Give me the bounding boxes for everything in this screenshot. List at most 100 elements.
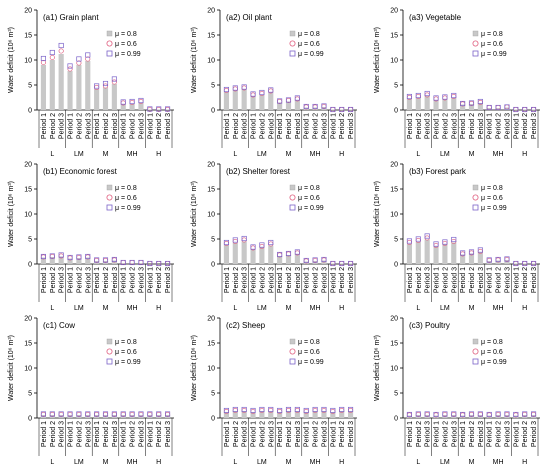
y-tick-label: 15 [207,187,215,194]
x-tick-label: Period 2 [522,113,529,139]
marker-square [277,407,283,414]
legend-swatch-bar [289,30,296,37]
y-tick-label: 10 [24,58,32,65]
legend-label: μ = 0.99 [298,359,324,366]
y-axis-label: Water deficit (10⁶ m³) [191,27,198,93]
bar [486,108,492,110]
x-tick-label: Period 3 [348,267,355,293]
marker-square [49,253,55,259]
y-tick-label: 10 [390,212,398,219]
x-tick-label: Period 3 [321,267,328,293]
group-label: LM [257,151,267,158]
x-tick-label: Period 1 [277,421,284,447]
x-tick-label: Period 3 [268,113,275,139]
legend-marker-square [472,358,479,365]
y-tick-label: 5 [394,83,398,90]
bar [58,54,64,110]
x-tick-label: Period 3 [59,113,66,139]
bar [433,246,439,264]
x-tick-label: Period 1 [460,113,467,139]
marker-square [232,237,238,243]
chart-panel-2: Water deficit (10⁶ m³) 0 5 10 15 20 (a2) Oil p… [191,8,357,158]
bar [223,245,230,264]
group-label: M [469,305,475,312]
x-tick-label: Period 3 [138,267,145,293]
group-label: H [156,459,161,466]
chart-panel-3: Water deficit (10⁶ m³) 0 5 10 15 20 (a3) Veget… [374,8,540,158]
marker-square [147,411,153,417]
legend-label: μ = 0.6 [298,41,320,48]
marker-square [513,106,519,113]
marker-square [94,411,100,417]
bar [468,104,475,110]
x-tick-label: Period 1 [68,421,75,447]
marker-circle [85,56,91,62]
marker-square [504,411,510,417]
x-tick-label: Period 1 [487,267,494,293]
group-label: H [156,151,161,158]
marker-square [330,106,336,113]
group-label: LM [440,459,450,466]
marker-square [241,84,247,90]
marker-square [522,260,528,267]
marker-square [40,411,46,417]
marker-square [348,260,354,267]
x-tick-label: Period 1 [251,267,258,293]
legend-label: μ = 0.6 [481,195,503,202]
x-tick-label: Period 3 [138,113,145,139]
marker-square [232,85,238,91]
group-label: LM [74,151,84,158]
x-tick-label: Period 2 [522,267,529,293]
marker-square [460,100,466,107]
marker-square [406,93,412,100]
group-label: L [50,305,54,312]
marker-square [321,103,327,109]
x-tick-label: Period 1 [434,421,441,447]
y-tick-label: 0 [211,108,215,115]
x-tick-label: Period 3 [504,113,511,139]
bar [268,245,274,264]
x-tick-label: Period 2 [103,267,110,293]
legend-marker-square [472,204,479,211]
bar [321,411,327,418]
marker-square [147,106,153,112]
bar [120,104,126,110]
marker-square [67,411,73,417]
legend-marker-circle [106,40,113,47]
x-tick-label: Period 2 [442,113,449,139]
marker-square [522,106,528,113]
y-tick-label: 15 [24,187,32,194]
group-label: H [339,459,344,466]
x-tick-label: Period 1 [330,421,337,447]
legend-label: μ = 0.8 [481,31,503,38]
y-tick-label: 0 [211,262,215,269]
y-tick-label: 20 [24,162,32,169]
y-tick-label: 15 [390,187,398,194]
legend-swatch-bar [106,30,113,37]
x-tick-label: Period 1 [407,113,414,139]
legend-marker-circle [289,348,296,355]
marker-square [102,411,109,417]
bar [339,411,345,418]
legend-label: μ = 0.6 [115,349,137,356]
panel-title: (c2) Sheep [226,321,266,330]
bar [513,263,519,264]
x-tick-label: Period 1 [251,421,258,447]
legend-swatch-bar [472,338,479,345]
x-tick-label: Period 3 [531,421,538,447]
x-tick-label: Period 1 [460,267,467,293]
marker-square [531,411,537,417]
bar [232,411,238,418]
legend-label: μ = 0.6 [481,41,503,48]
y-axis-label: Water deficit (10⁶ m³) [191,181,198,247]
x-tick-label: Period 1 [121,267,128,293]
bar [250,249,256,264]
marker-square [477,98,483,105]
y-tick-label: 10 [207,366,215,373]
x-tick-label: Period 2 [233,267,240,293]
y-tick-label: 0 [394,108,398,115]
group-label: H [522,151,527,158]
bar [241,241,247,264]
chart-panel-1: Water deficit (10⁶ m³) 0 5 10 15 20 (a1) Grain… [8,8,174,158]
bar [259,247,265,264]
